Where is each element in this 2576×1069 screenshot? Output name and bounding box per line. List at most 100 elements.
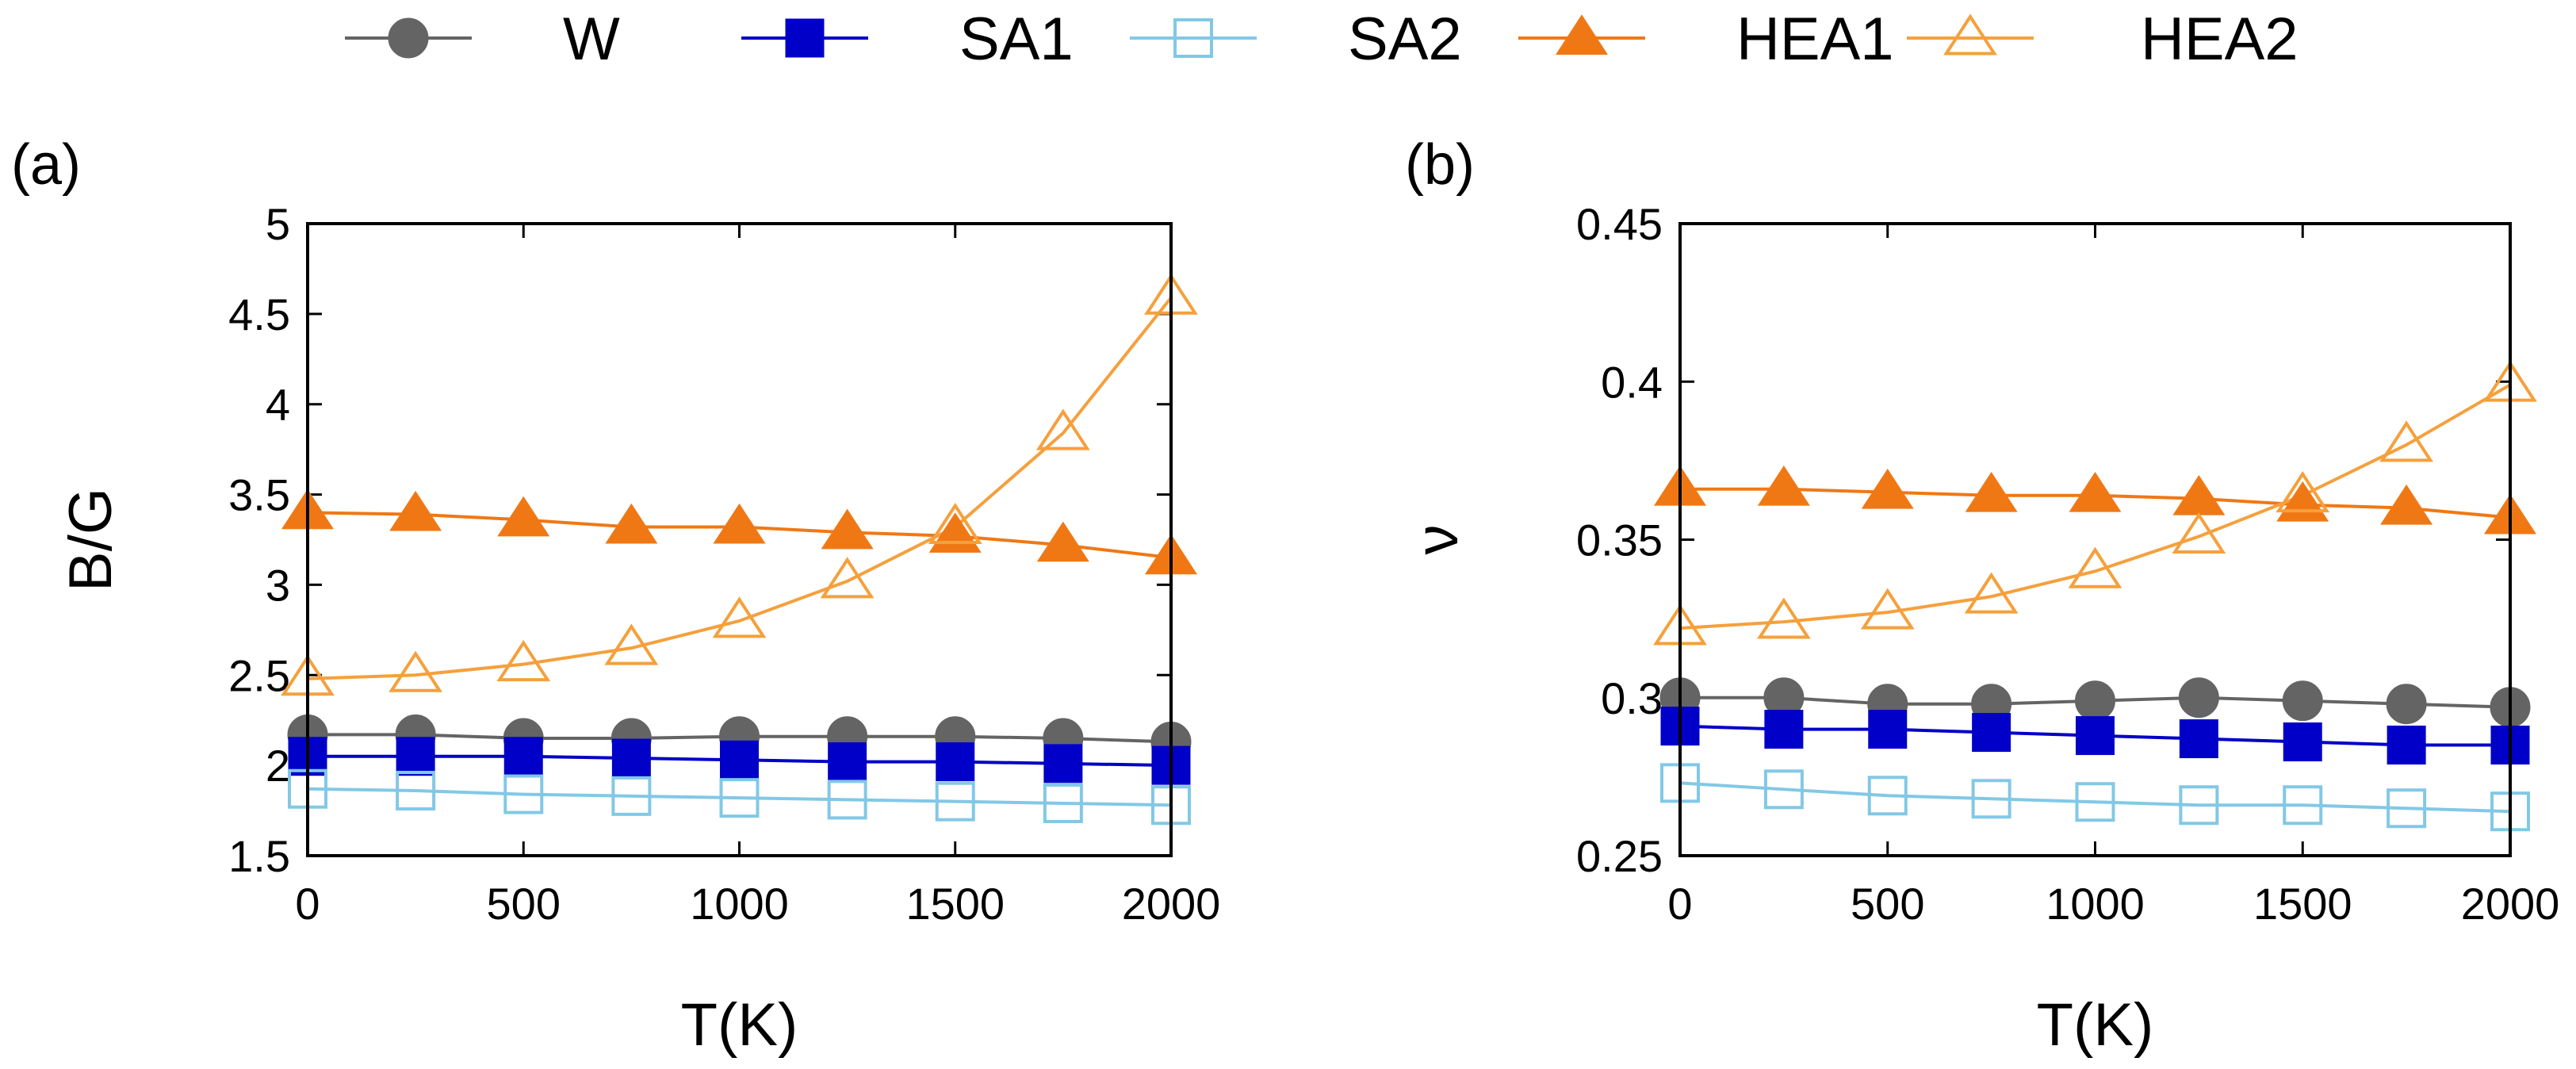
data-point-sa2	[2283, 785, 2323, 826]
data-point-sa1	[1043, 744, 1083, 784]
legend-marker-hea1	[1555, 14, 1609, 55]
data-point-sa1	[611, 738, 651, 778]
panel-label: (a)	[11, 133, 81, 197]
legend-marker-sa1	[785, 18, 825, 58]
data-point-sa2	[827, 780, 867, 820]
data-point-hea1	[497, 496, 550, 537]
data-point-hea1	[1861, 468, 1914, 509]
data-point-hea1	[821, 508, 874, 550]
panel-a: 1.5 2 2.5 3 3.5 4 4.5 5 0 500 1000 1500 2000 T(K) B/G (…	[11, 133, 1220, 1059]
data-point-w	[2178, 677, 2219, 718]
data-point-sa2	[611, 776, 652, 816]
series-line-sa2	[307, 787, 1172, 807]
y-tick-label: 1.5	[228, 831, 290, 881]
data-point-sa2	[2179, 785, 2219, 826]
legend-item-sa1: SA1	[741, 6, 1074, 73]
data-point-sa1	[396, 737, 435, 776]
data-point-hea1	[1757, 465, 1810, 506]
data-point-hea2	[2276, 471, 2330, 513]
y-tick-label: 0.3	[1601, 673, 1663, 723]
data-point-hea1	[713, 503, 766, 544]
x-tick-label: 2000	[2461, 879, 2560, 929]
y-tick-label: 0.45	[1576, 199, 1663, 249]
data-point-hea2	[2379, 420, 2434, 462]
data-point-hea1	[2380, 484, 2433, 525]
data-point-hea1	[2069, 471, 2122, 512]
x-tick-label: 500	[1851, 879, 1924, 929]
data-point-sa1	[1868, 710, 1908, 749]
legend-item-hea2: HEA2	[1907, 6, 2298, 73]
data-point-sa1	[1972, 713, 2011, 753]
y-tick-label: 0.4	[1601, 357, 1663, 407]
y-tick-label: 0.25	[1576, 831, 1663, 881]
plot-frame	[1678, 222, 2512, 857]
legend-label-hea2: HEA2	[2141, 6, 2298, 73]
y-tick-label: 3	[266, 560, 290, 610]
panel-label: (b)	[1405, 133, 1475, 197]
data-point-sa1	[936, 742, 975, 782]
series-line-hea2	[1679, 383, 2512, 630]
data-point-sa2	[935, 781, 975, 822]
x-tick-label: 1500	[905, 879, 1005, 929]
legend-item-hea1: HEA1	[1518, 6, 1894, 73]
data-point-hea1	[605, 503, 658, 544]
legend-label-sa1: SA1	[959, 6, 1074, 73]
panel-b: 0.25 0.3 0.35 0.4 0.45 0 500 1000 1500 2000 T(K) ν (…	[1403, 133, 2559, 1059]
legend-item-sa2: SA2	[1130, 6, 1462, 73]
y-tick-label: 0.35	[1576, 515, 1663, 565]
data-point-sa2	[2075, 782, 2115, 822]
data-point-hea2	[712, 596, 767, 638]
data-point-hea2	[1035, 408, 1090, 450]
x-tick-label: 500	[487, 879, 561, 929]
data-point-hea2	[496, 639, 551, 682]
data-point-hea2	[1964, 572, 2019, 614]
data-point-sa2	[2387, 788, 2427, 829]
y-axis-label: ν	[1403, 525, 1471, 555]
data-point-hea2	[604, 623, 659, 665]
data-point-hea1	[1036, 521, 1089, 562]
x-tick-label: 1000	[2046, 879, 2145, 929]
x-tick-label: 2000	[1122, 879, 1221, 929]
data-point-sa2	[503, 774, 544, 814]
legend-label-w: W	[563, 6, 620, 73]
x-axis-label: T(K)	[2037, 991, 2154, 1059]
plot-frame	[306, 222, 1173, 857]
x-tick-label: 1500	[2253, 879, 2352, 929]
data-point-sa1	[2283, 722, 2322, 762]
series-line-sa2	[1679, 781, 2511, 814]
data-point-sa2	[719, 778, 760, 818]
x-axis-label: T(K)	[681, 991, 798, 1059]
data-point-sa1	[503, 737, 543, 776]
y-tick-label: 2	[266, 741, 290, 791]
data-point-hea2	[2068, 546, 2122, 588]
y-tick-label: 5	[266, 199, 290, 249]
data-point-sa1	[828, 742, 867, 782]
data-point-sa1	[2179, 719, 2218, 759]
data-point-hea1	[2172, 474, 2226, 515]
x-tick-label: 0	[295, 879, 320, 929]
data-point-sa2	[1867, 776, 1908, 816]
data-point-sa2	[396, 771, 436, 811]
data-point-hea2	[2172, 512, 2226, 554]
legend-marker-hea2	[1943, 13, 1997, 56]
data-point-sa2	[1971, 779, 2011, 819]
y-tick-label: 3.5	[228, 470, 290, 520]
y-axis-label: B/G	[57, 488, 124, 592]
data-point-sa1	[2387, 726, 2426, 765]
data-point-hea2	[1860, 588, 1915, 630]
data-point-hea2	[928, 502, 982, 544]
series-line-hea2	[307, 297, 1173, 680]
data-point-w	[2075, 680, 2115, 722]
data-point-sa1	[720, 740, 759, 780]
legend-item-w: W	[345, 6, 620, 73]
data-point-sa1	[1764, 710, 1804, 749]
legend-marker-sa2	[1173, 18, 1213, 58]
data-point-hea2	[820, 557, 875, 599]
x-tick-label: 0	[1667, 879, 1692, 929]
y-tick-label: 4	[266, 380, 290, 430]
x-tick-label: 1000	[690, 879, 789, 929]
legend-label-sa2: SA2	[1348, 6, 1462, 73]
data-point-sa1	[2076, 716, 2115, 756]
y-tick-label: 4.5	[228, 289, 290, 339]
